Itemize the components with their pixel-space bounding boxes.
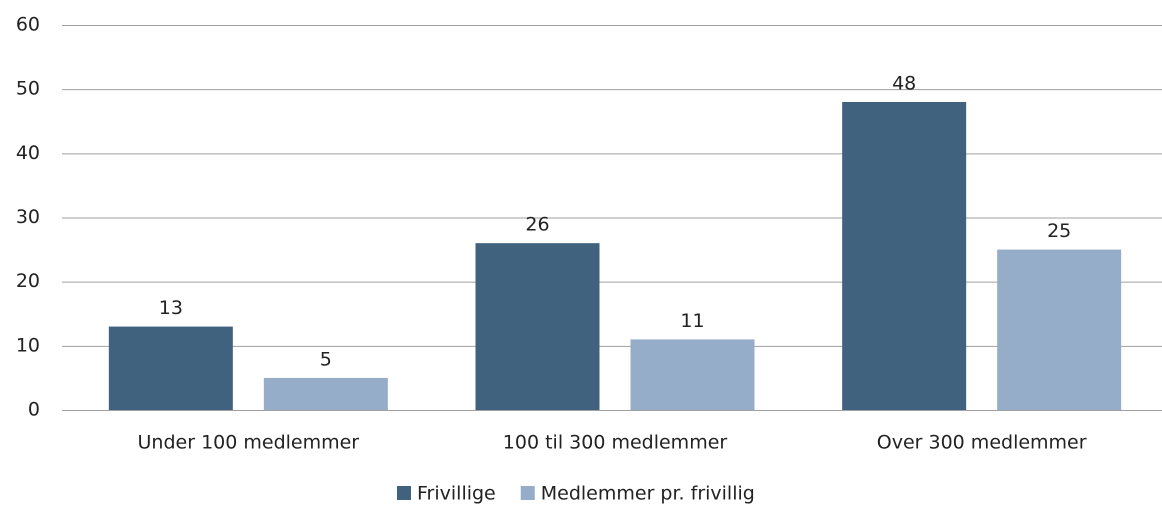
bar: [475, 243, 600, 410]
x-tick-label: Under 100 medlemmer: [138, 432, 360, 454]
y-tick-label: 30: [16, 206, 40, 228]
y-tick-label: 60: [16, 14, 40, 36]
x-tick-label: 100 til 300 medlemmer: [503, 432, 728, 454]
legend-swatch: [520, 486, 535, 500]
bar: [842, 102, 967, 410]
y-tick-label: 50: [16, 78, 40, 100]
y-tick-label: 10: [16, 334, 40, 356]
data-label: 26: [525, 214, 549, 236]
legend-label: Medlemmer pr. frivillig: [541, 483, 755, 505]
legend-swatch: [397, 486, 411, 500]
bar: [108, 326, 233, 410]
data-label: 13: [159, 297, 183, 319]
legend-label: Frivillige: [417, 483, 496, 505]
x-tick-label: Over 300 medlemmer: [877, 432, 1087, 454]
y-tick-label: 20: [16, 270, 40, 292]
bar: [630, 339, 755, 410]
y-tick-label: 0: [28, 399, 40, 421]
data-label: 25: [1047, 220, 1071, 242]
bar: [997, 249, 1122, 410]
data-label: 5: [320, 348, 332, 370]
data-label: 48: [892, 73, 916, 95]
data-label: 11: [680, 310, 704, 332]
y-tick-label: 40: [16, 142, 40, 164]
bar: [263, 377, 388, 410]
